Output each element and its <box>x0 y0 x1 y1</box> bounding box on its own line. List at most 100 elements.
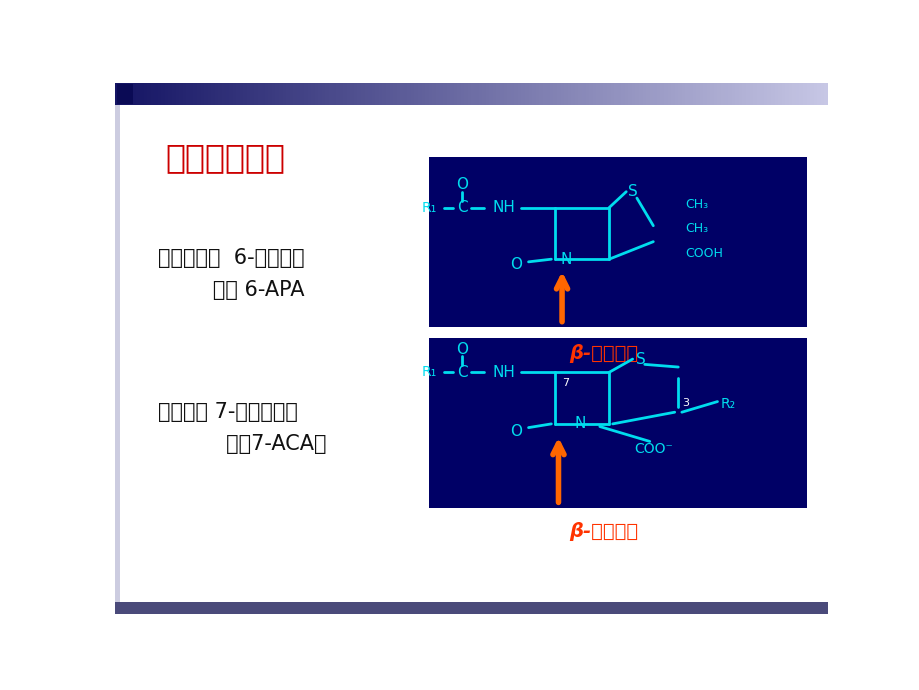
Bar <box>147 83 152 105</box>
Bar <box>115 105 119 602</box>
Bar <box>531 83 536 105</box>
Bar <box>546 83 550 105</box>
Bar <box>417 83 422 105</box>
Text: 3: 3 <box>681 397 688 408</box>
Bar <box>557 83 561 105</box>
Bar <box>197 83 201 105</box>
Bar <box>140 83 144 105</box>
Bar <box>607 83 610 105</box>
Text: O: O <box>456 177 468 193</box>
Bar <box>720 83 724 105</box>
Bar <box>578 83 582 105</box>
Bar <box>261 83 266 105</box>
Bar <box>777 83 781 105</box>
Bar <box>674 83 678 105</box>
Bar <box>514 83 518 105</box>
Bar <box>154 83 158 105</box>
Bar <box>354 83 357 105</box>
Bar <box>528 83 532 105</box>
Bar <box>132 83 137 105</box>
Bar <box>432 83 437 105</box>
Text: C: C <box>457 200 467 215</box>
Bar <box>229 83 233 105</box>
Bar <box>236 83 240 105</box>
Bar <box>500 83 504 105</box>
Bar <box>453 83 458 105</box>
Text: β-内酯胺环: β-内酯胺环 <box>568 522 637 541</box>
Bar <box>115 602 827 614</box>
Bar <box>468 83 471 105</box>
Bar <box>318 83 323 105</box>
Bar <box>215 83 219 105</box>
Bar <box>368 83 372 105</box>
Text: NH: NH <box>492 200 515 215</box>
Bar <box>183 83 187 105</box>
Bar <box>357 83 361 105</box>
Bar <box>303 83 308 105</box>
Bar <box>179 83 183 105</box>
Bar <box>254 83 258 105</box>
Bar <box>753 83 756 105</box>
Bar <box>681 83 686 105</box>
Bar <box>151 83 154 105</box>
Bar <box>282 83 287 105</box>
Bar <box>702 83 707 105</box>
Bar <box>396 83 401 105</box>
Bar <box>560 83 564 105</box>
Bar <box>364 83 369 105</box>
Bar <box>117 84 132 104</box>
Bar <box>172 83 176 105</box>
Bar <box>478 83 482 105</box>
Bar <box>588 83 593 105</box>
Bar <box>582 83 585 105</box>
Bar <box>165 83 169 105</box>
Bar <box>307 83 312 105</box>
Bar <box>563 83 568 105</box>
Bar <box>428 157 806 327</box>
Text: O: O <box>456 342 468 357</box>
Bar <box>322 83 325 105</box>
Bar <box>136 83 141 105</box>
Bar <box>250 83 255 105</box>
Bar <box>482 83 486 105</box>
Bar <box>510 83 515 105</box>
Bar <box>446 83 450 105</box>
Bar <box>770 83 775 105</box>
Bar <box>119 83 123 105</box>
Bar <box>585 83 589 105</box>
Bar <box>696 83 699 105</box>
Text: 『化学结构』: 『化学结构』 <box>165 141 285 175</box>
Bar <box>403 83 408 105</box>
Bar <box>692 83 696 105</box>
Bar <box>382 83 386 105</box>
Bar <box>436 83 439 105</box>
Bar <box>802 83 807 105</box>
Bar <box>278 83 283 105</box>
Bar <box>688 83 693 105</box>
Text: N: N <box>560 252 572 267</box>
Bar <box>332 83 336 105</box>
Bar <box>371 83 376 105</box>
Bar <box>208 83 211 105</box>
Bar <box>275 83 279 105</box>
Bar <box>592 83 596 105</box>
Bar <box>745 83 750 105</box>
Bar <box>603 83 607 105</box>
Bar <box>820 83 824 105</box>
Bar <box>664 83 667 105</box>
Bar <box>200 83 205 105</box>
Bar <box>724 83 728 105</box>
Bar <box>218 83 222 105</box>
Bar <box>496 83 500 105</box>
Text: CH₃: CH₃ <box>685 222 708 235</box>
Bar <box>211 83 215 105</box>
Bar <box>624 83 629 105</box>
Bar <box>392 83 397 105</box>
Bar <box>407 83 411 105</box>
Bar <box>567 83 572 105</box>
Bar <box>660 83 664 105</box>
Bar <box>265 83 268 105</box>
Bar <box>221 83 226 105</box>
Bar <box>788 83 792 105</box>
Text: R₂: R₂ <box>720 397 735 411</box>
